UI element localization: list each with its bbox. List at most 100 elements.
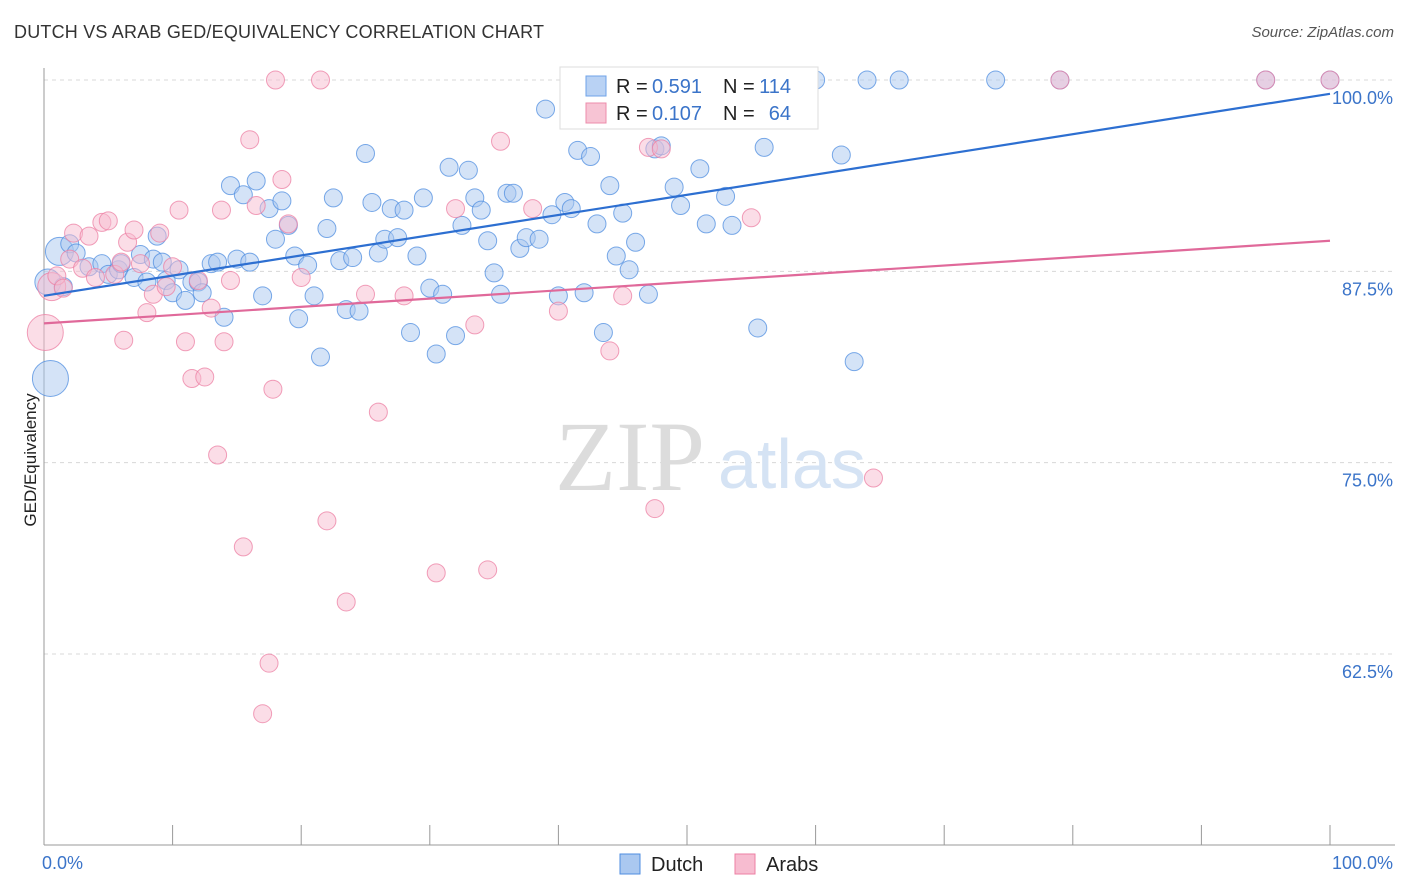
arabs-point-59	[651, 139, 671, 159]
dutch-point-59	[426, 344, 446, 364]
x-tick-label-0: 0.0%	[42, 853, 83, 873]
legend-top-r-value-1: 0.107	[652, 103, 702, 125]
legend-top-swatch-0	[585, 75, 607, 97]
arabs-point-19	[150, 223, 170, 243]
arabs-point-48	[426, 563, 446, 583]
arabs-point-28	[208, 445, 228, 465]
arabs-point-55	[600, 341, 620, 361]
dutch-point-25	[208, 252, 228, 272]
dutch-point-84	[593, 323, 613, 343]
chart-title: DUTCH VS ARAB GED/EQUIVALENCY CORRELATIO…	[14, 22, 545, 42]
y-tick-label-2: 87.5%	[1342, 279, 1393, 299]
dutch-point-61	[439, 157, 459, 177]
arabs-point-49	[446, 199, 466, 219]
legend-top-n-label-0: N =	[723, 76, 755, 98]
legend-bottom-label-0: Dutch	[651, 854, 703, 876]
arabs-point-5	[64, 223, 84, 243]
x-tick-label-1: 100.0%	[1332, 853, 1393, 873]
dutch-point-40	[304, 286, 324, 306]
dutch-point-43	[323, 188, 343, 208]
dutch-point-66	[471, 200, 491, 220]
arabs-point-26	[195, 367, 215, 387]
arabs-point-35	[253, 704, 273, 724]
legend-top-n-value-1: 64	[769, 103, 791, 125]
y-tick-label-0: 62.5%	[1342, 662, 1393, 682]
arabs-point-36	[259, 653, 279, 673]
arabs-point-15	[124, 220, 144, 240]
arabs-point-41	[291, 267, 311, 287]
dutch-point-20	[175, 290, 195, 310]
arabs-point-4	[60, 249, 80, 269]
dutch-point-106	[889, 70, 909, 90]
arabs-point-13	[114, 330, 134, 350]
dutch-point-96	[690, 159, 710, 179]
arabs-point-12	[111, 252, 131, 272]
arabs-point-22	[169, 200, 189, 220]
dutch-point-104	[844, 352, 864, 372]
data-points	[26, 70, 1340, 724]
dutch-point-47	[349, 301, 369, 321]
legend-bottom-label-1: Arabs	[766, 854, 818, 876]
dutch-point-99	[722, 215, 742, 235]
dutch-point-42	[317, 218, 337, 238]
arabs-point-62	[863, 468, 883, 488]
arabs-point-17	[137, 303, 157, 323]
axes	[43, 68, 1395, 846]
arabs-point-51	[478, 560, 498, 580]
arabs-point-47	[394, 286, 414, 306]
dutch-point-60	[433, 284, 453, 304]
arabs-point-33	[240, 130, 260, 150]
arabs-point-53	[523, 199, 543, 219]
dutch-point-103	[831, 145, 851, 165]
dutch-point-75	[536, 99, 556, 119]
legend-bottom-swatch-1	[734, 853, 756, 875]
legend-top-r-label-0: R =	[616, 76, 648, 98]
chart-source: Source: ZipAtlas.com	[1251, 24, 1394, 41]
dutch-point-83	[587, 214, 607, 234]
dutch-point-100	[748, 318, 768, 338]
dutch-point-38	[289, 309, 309, 329]
dutch-point-46	[343, 248, 363, 268]
legend-top: R = 0.591 N = 114 R = 0.107 N = 64	[559, 66, 819, 130]
dutch-point-54	[394, 200, 414, 220]
trend-lines	[43, 92, 1331, 325]
legend-top-n-value-0: 114	[759, 76, 791, 98]
grid-lines	[44, 79, 1395, 655]
dutch-point-68	[484, 263, 504, 283]
dutch-point-29	[233, 185, 253, 205]
arabs-point-32	[233, 537, 253, 557]
y-tick-labels: 62.5% 75.0% 87.5% 100.0%	[1332, 88, 1393, 682]
dutch-point-93	[664, 177, 684, 197]
arabs-point-16	[130, 254, 150, 274]
dutch-point-86	[606, 246, 626, 266]
dutch-point-27	[220, 176, 240, 196]
arabs-point-61	[741, 208, 761, 228]
legend-top-swatch-1	[585, 102, 607, 124]
dutch-point-56	[407, 246, 427, 266]
arabs-point-58	[645, 499, 665, 519]
y-axis-title: GED/Equivalency	[21, 393, 40, 527]
dutch-point-53	[388, 228, 408, 248]
y-tick-label-3: 100.0%	[1332, 88, 1393, 108]
y-tick-label-1: 75.0%	[1342, 471, 1393, 491]
arabs-point-31	[220, 271, 240, 291]
dutch-point-98	[716, 186, 736, 206]
arabs-point-21	[163, 257, 183, 277]
arabs-point-25	[188, 271, 208, 291]
arabs-point-10	[98, 211, 118, 231]
arabs-point-64	[1256, 70, 1276, 90]
watermark: ZIP atlas	[555, 401, 866, 512]
dutch-point-97	[696, 214, 716, 234]
arabs-point-29	[211, 200, 231, 220]
watermark-atlas: atlas	[718, 425, 866, 503]
legend-top-n-label-1: N =	[723, 103, 755, 125]
dutch-point-62	[446, 326, 466, 346]
arabs-point-37	[263, 379, 283, 399]
x-tick-labels: 0.0% 100.0%	[42, 853, 1393, 873]
dutch-point-34	[265, 229, 285, 249]
dutch-point-49	[362, 192, 382, 212]
arabs-point-27	[201, 298, 221, 318]
arabs-point-23	[175, 332, 195, 352]
arabs-point-30	[214, 332, 234, 352]
